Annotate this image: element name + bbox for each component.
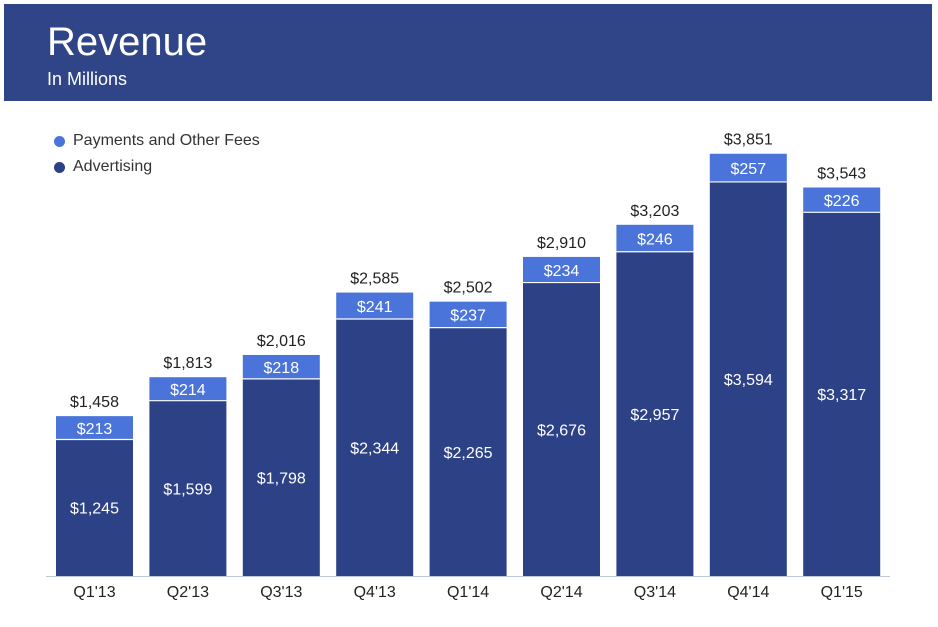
bar-payments-8 [803, 187, 881, 213]
bar-payments-1 [149, 377, 227, 401]
bar-advertising-8 [803, 212, 881, 576]
data-label-advertising-7: $3,594 [724, 372, 773, 389]
bar-payments-0 [56, 416, 133, 440]
bar-payments-3 [336, 292, 414, 319]
data-label-payments-1: $214 [170, 382, 206, 399]
data-label-payments-6: $246 [637, 231, 673, 248]
data-label-total-5: $2,910 [537, 235, 586, 252]
data-label-payments-4: $237 [450, 308, 486, 325]
x-tick-label-6: Q3'14 [634, 584, 676, 601]
data-label-advertising-3: $2,344 [350, 440, 399, 457]
data-label-total-2: $2,016 [257, 333, 306, 350]
bar-advertising-6 [616, 251, 694, 576]
bar-advertising-5 [523, 282, 600, 576]
header-banner: Revenue In Millions [4, 4, 932, 101]
legend: Payments and Other Fees Advertising [54, 128, 260, 180]
x-tick-label-3: Q4'13 [354, 584, 396, 601]
data-label-payments-2: $218 [264, 360, 300, 377]
x-tick-label-4: Q1'14 [447, 584, 489, 601]
data-label-advertising-2: $1,798 [257, 470, 306, 487]
x-tick-label-2: Q3'13 [260, 584, 302, 601]
bar-advertising-0 [56, 439, 133, 576]
x-tick-label-7: Q4'14 [727, 584, 769, 601]
legend-item-payments: Payments and Other Fees [54, 128, 260, 154]
data-label-advertising-4: $2,265 [444, 445, 493, 462]
legend-dot-payments-icon [54, 135, 65, 147]
data-label-payments-3: $241 [357, 299, 393, 316]
page-subtitle: In Millions [47, 69, 128, 89]
data-label-total-7: $3,851 [724, 132, 773, 149]
bar-payments-4 [429, 301, 507, 328]
data-label-advertising-8: $3,317 [817, 387, 866, 404]
bar-advertising-2 [242, 378, 320, 576]
data-label-total-6: $3,203 [630, 203, 679, 220]
data-label-advertising-1: $1,599 [163, 481, 212, 498]
bar-payments-6 [616, 224, 694, 252]
bar-payments-7 [709, 153, 787, 182]
x-tick-label-0: Q1'13 [73, 584, 115, 601]
data-label-payments-7: $257 [731, 161, 767, 178]
bar-advertising-4 [429, 327, 507, 576]
legend-label-payments: Payments and Other Fees [73, 132, 260, 149]
x-tick-label-5: Q2'14 [540, 584, 582, 601]
data-label-total-3: $2,585 [350, 271, 399, 288]
data-label-advertising-5: $2,676 [537, 422, 586, 439]
legend-item-advertising: Advertising [54, 154, 260, 180]
bar-advertising-3 [336, 318, 414, 576]
data-label-payments-5: $234 [544, 263, 580, 280]
page-title: Revenue [47, 20, 208, 64]
legend-label-advertising: Advertising [73, 158, 153, 175]
data-label-advertising-6: $2,957 [630, 407, 679, 424]
data-label-payments-8: $226 [824, 193, 860, 210]
bar-payments-2 [242, 354, 320, 379]
data-label-advertising-0: $1,245 [70, 501, 119, 518]
data-label-total-4: $2,502 [444, 280, 493, 297]
data-label-total-1: $1,813 [163, 355, 212, 372]
data-label-total-0: $1,458 [70, 394, 119, 411]
x-tick-label-8: Q1'15 [821, 584, 863, 601]
bar-payments-5 [523, 256, 600, 283]
bar-advertising-1 [149, 400, 227, 576]
bar-advertising-7 [709, 181, 787, 576]
data-label-payments-0: $213 [77, 421, 113, 438]
legend-dot-advertising-icon [54, 161, 65, 173]
data-label-total-8: $3,543 [817, 166, 866, 183]
x-tick-label-1: Q2'13 [167, 584, 209, 601]
